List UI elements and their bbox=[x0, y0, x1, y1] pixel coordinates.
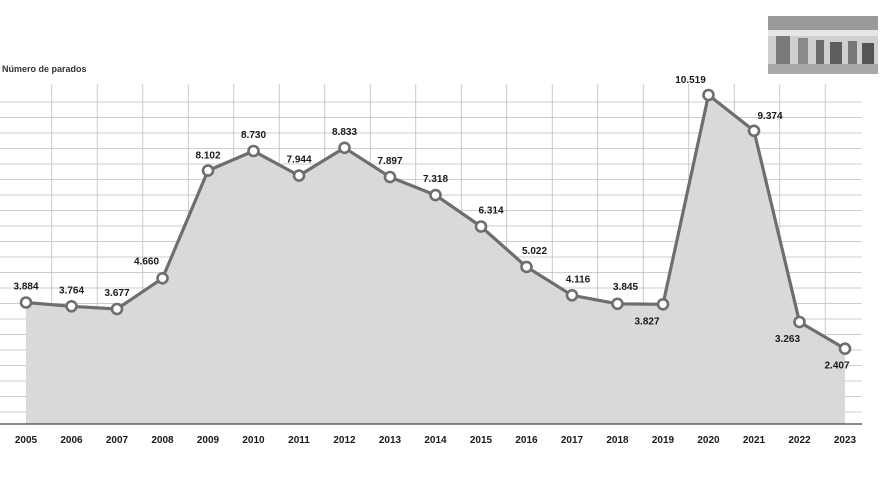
x-tick-label-2018: 2018 bbox=[606, 435, 629, 446]
area-fill bbox=[26, 95, 845, 424]
x-tick-label-2006: 2006 bbox=[60, 435, 83, 446]
street-crowd-photo bbox=[768, 16, 878, 74]
data-point-2009 bbox=[201, 164, 215, 177]
x-tick-label-2015: 2015 bbox=[470, 435, 493, 446]
data-point-2008 bbox=[156, 271, 169, 285]
x-tick-label-2021: 2021 bbox=[743, 435, 766, 446]
x-tick-label-2012: 2012 bbox=[333, 435, 356, 446]
data-label-2022: 3.263 bbox=[775, 334, 800, 345]
x-tick-label-2007: 2007 bbox=[106, 435, 129, 446]
x-tick-label-2010: 2010 bbox=[242, 435, 265, 446]
data-point-2016 bbox=[520, 260, 533, 274]
data-label-2017: 4.116 bbox=[566, 274, 591, 285]
data-point-2013 bbox=[383, 170, 397, 184]
data-point-2018 bbox=[611, 297, 624, 311]
x-tick-label-2022: 2022 bbox=[788, 435, 811, 446]
data-label-2021: 9.374 bbox=[757, 111, 782, 122]
x-tick-label-2008: 2008 bbox=[151, 435, 174, 446]
data-label-2015: 6.314 bbox=[478, 206, 503, 217]
x-tick-label-2009: 2009 bbox=[197, 435, 220, 446]
x-tick-label-2011: 2011 bbox=[288, 435, 310, 446]
data-point-2019 bbox=[656, 297, 670, 311]
data-labels: 3.884 3.764 3.677 4.660 8.102 8.730 7.944 8.833… bbox=[13, 75, 849, 372]
data-point-2014 bbox=[429, 188, 442, 202]
data-point-2007 bbox=[110, 302, 124, 316]
data-label-2009: 8.102 bbox=[195, 151, 220, 162]
x-tick-label-2023: 2023 bbox=[834, 435, 857, 446]
data-label-2023: 2.407 bbox=[824, 361, 849, 372]
data-label-2013: 7.897 bbox=[377, 156, 402, 167]
data-label-2019: 3.827 bbox=[634, 316, 659, 327]
data-point-2011 bbox=[292, 169, 306, 182]
data-label-2007: 3.677 bbox=[104, 288, 129, 299]
y-axis-label: Número de parados bbox=[2, 64, 87, 74]
x-tick-label-2017: 2017 bbox=[561, 435, 584, 446]
data-label-2016: 5.022 bbox=[522, 246, 547, 257]
area-shape bbox=[26, 95, 845, 424]
data-point-2023 bbox=[838, 342, 852, 356]
data-label-2005: 3.884 bbox=[13, 282, 38, 293]
data-label-2010: 8.730 bbox=[241, 130, 266, 141]
data-point-2006 bbox=[65, 299, 78, 313]
data-label-2011: 7.944 bbox=[286, 155, 311, 166]
data-label-2020: 10.519 bbox=[675, 75, 706, 86]
data-point-2020 bbox=[702, 88, 715, 102]
x-tick-label-2020: 2020 bbox=[697, 435, 720, 446]
data-point-2005 bbox=[19, 296, 33, 309]
data-point-2021 bbox=[747, 124, 761, 138]
data-label-2012: 8.833 bbox=[332, 127, 357, 138]
x-tick-label-2013: 2013 bbox=[379, 435, 402, 446]
data-point-2022 bbox=[793, 315, 806, 329]
x-tick-label-2019: 2019 bbox=[652, 435, 675, 446]
x-tick-label-2014: 2014 bbox=[424, 435, 447, 446]
x-tick-label-2016: 2016 bbox=[515, 435, 538, 446]
data-point-2015 bbox=[474, 220, 488, 233]
data-point-2017 bbox=[565, 288, 579, 302]
data-markers bbox=[19, 88, 852, 356]
data-label-2014: 7.318 bbox=[423, 174, 448, 185]
data-point-2010 bbox=[247, 144, 260, 158]
x-axis: 2005 2006 2007 2008 2009 2010 2011 2012 2013 2014… bbox=[0, 423, 862, 446]
data-label-2008: 4.660 bbox=[134, 256, 159, 267]
x-tick-label-2005: 2005 bbox=[15, 435, 38, 446]
data-label-2006: 3.764 bbox=[59, 285, 84, 296]
data-point-2012 bbox=[338, 141, 351, 155]
data-label-2018: 3.845 bbox=[613, 282, 638, 293]
